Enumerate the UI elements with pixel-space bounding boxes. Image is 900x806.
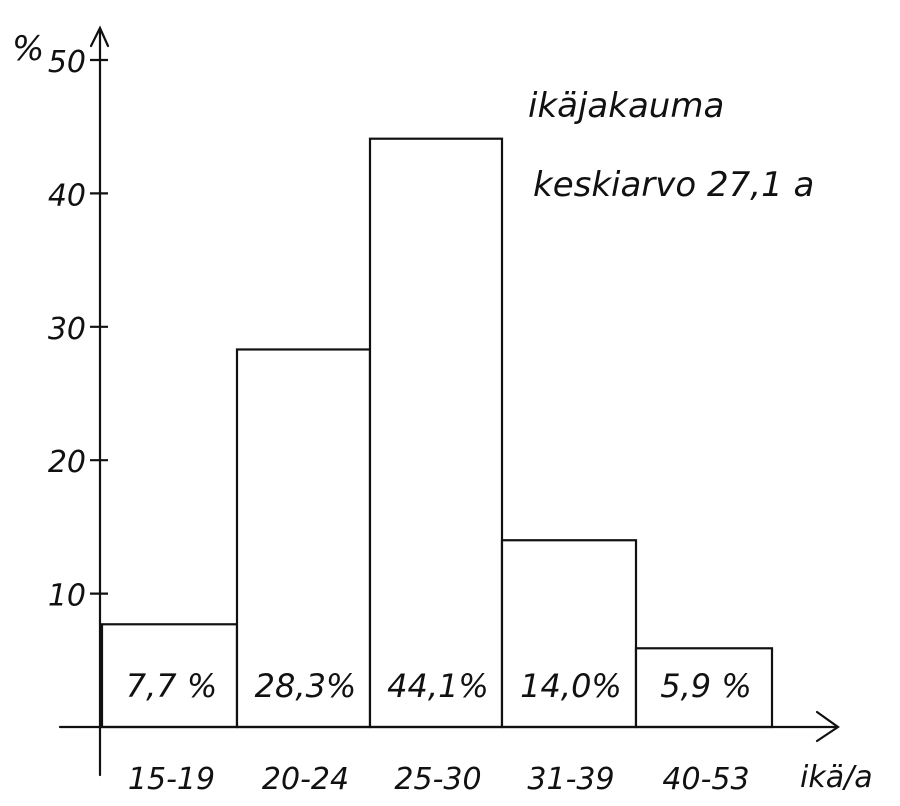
x-tick-label-31-39: 31-39 [527,762,614,797]
chart-subtitle: keskiarvo 27,1 a [533,165,814,205]
y-tick-label-10: 10 [48,579,86,614]
y-ticks-layer: 10 20 30 40 50 [48,45,108,614]
y-tick-label-50: 50 [48,45,86,80]
x-tick-label-20-24: 20-24 [262,762,349,797]
bar-31-39 [500,539,638,729]
x-tick-label-40-53: 40-53 [662,762,749,797]
y-axis-arrow [89,25,110,48]
x-ticks-layer: 15-19 20-24 25-30 31-39 40-53 [128,762,750,797]
bar-25-30 [368,137,504,729]
x-tick-label-25-30: 25-30 [394,762,481,797]
y-tick-label-20: 20 [48,445,86,480]
bar-20-24 [235,348,372,729]
chart-title: ikäjakauma [528,86,724,126]
data-label-15-19: 7,7 % [126,667,217,705]
data-labels-layer: 7,7 % 28,3% 44,1% 14,0% 5,9 % [126,667,752,705]
data-label-31-39: 14,0% [520,667,622,705]
bars-layer [100,137,774,729]
x-axis-arrow [815,710,840,743]
y-axis-label: % [12,29,44,69]
bar-15-19 [100,623,239,729]
x-tick-label-15-19: 15-19 [128,762,215,797]
data-label-20-24: 28,3% [255,667,357,705]
data-label-25-30: 44,1% [387,667,489,705]
bar-40-53 [634,647,774,729]
data-label-40-53: 5,9 % [660,667,751,705]
x-axis-label: ikä/a [800,760,873,795]
y-tick-label-40: 40 [48,178,86,213]
axes-layer [58,25,840,777]
y-tick-label-30: 30 [48,312,86,347]
